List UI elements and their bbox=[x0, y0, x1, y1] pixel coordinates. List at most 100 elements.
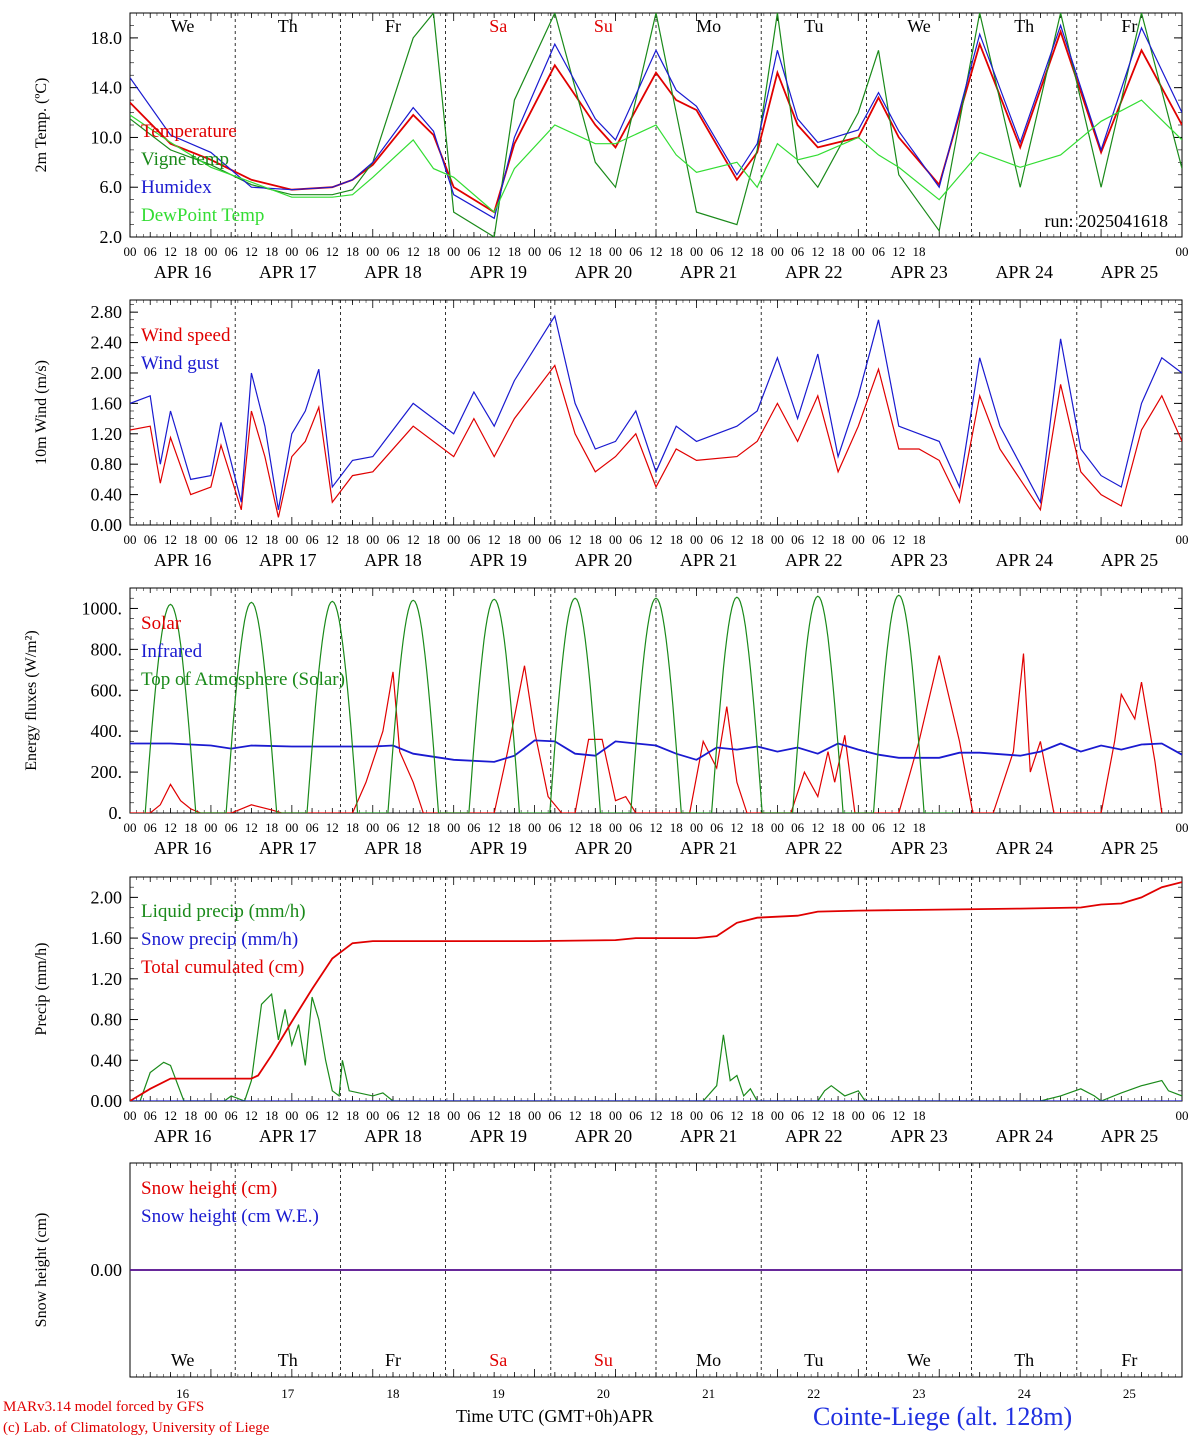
hour-tick-label: 00 bbox=[771, 1108, 784, 1123]
y-tick-label: 0.40 bbox=[91, 485, 123, 505]
hour-tick-label: 06 bbox=[791, 532, 805, 547]
hour-tick-label: 18 bbox=[913, 820, 926, 835]
day-name-bottom: Su bbox=[594, 1350, 613, 1370]
hour-tick-label: 00 bbox=[609, 1108, 622, 1123]
hour-tick-label: 12 bbox=[488, 532, 501, 547]
hour-tick-label: 12 bbox=[811, 1108, 824, 1123]
legend-entry: Wind speed bbox=[141, 325, 231, 346]
day-number: 17 bbox=[281, 1386, 295, 1401]
day-name-bottom: Fr bbox=[385, 1350, 401, 1370]
hour-tick-label: 12 bbox=[811, 820, 824, 835]
hour-tick-label: 12 bbox=[650, 244, 663, 259]
day-name-bottom: Fr bbox=[1121, 1350, 1137, 1370]
hour-tick-label: 12 bbox=[164, 244, 177, 259]
day-name-top: Tu bbox=[804, 16, 823, 36]
date-label: APR 23 bbox=[890, 550, 948, 570]
hour-tick-label: 06 bbox=[791, 244, 805, 259]
hour-tick-label: 06 bbox=[467, 820, 481, 835]
hour-tick-label: 06 bbox=[467, 244, 481, 259]
hour-tick-label: 12 bbox=[326, 244, 339, 259]
series-line-dewpoint-temp bbox=[130, 99, 1182, 214]
hour-tick-label: 18 bbox=[913, 532, 926, 547]
hour-tick-label: 00 bbox=[771, 820, 784, 835]
hour-tick-label: 12 bbox=[650, 1108, 663, 1123]
hour-tick-label: 06 bbox=[872, 1108, 886, 1123]
hour-tick-label: 18 bbox=[751, 244, 764, 259]
y-tick-label: 0.40 bbox=[91, 1050, 123, 1070]
date-label: APR 22 bbox=[785, 838, 843, 858]
hour-tick-label: 06 bbox=[225, 244, 239, 259]
hour-tick-label: 06 bbox=[872, 244, 886, 259]
hour-tick-label: 06 bbox=[548, 244, 562, 259]
hour-tick-label: 12 bbox=[569, 820, 582, 835]
y-tick-label: 10.0 bbox=[91, 127, 123, 147]
day-number: 23 bbox=[913, 1386, 926, 1401]
hour-tick-label: 06 bbox=[629, 244, 643, 259]
plot-frame bbox=[129, 587, 1183, 814]
date-label: APR 18 bbox=[364, 550, 422, 570]
y-tick-label: 1000. bbox=[82, 598, 123, 618]
hour-tick-label: 18 bbox=[832, 532, 845, 547]
day-number: 16 bbox=[176, 1386, 190, 1401]
y-tick-label: 0.00 bbox=[91, 515, 123, 535]
hour-tick-label: 12 bbox=[569, 1108, 582, 1123]
hour-tick-label: 06 bbox=[144, 244, 158, 259]
hour-tick-label: 00 bbox=[285, 532, 298, 547]
hour-tick-label: 00 bbox=[690, 1108, 703, 1123]
series-line-vigne-temp bbox=[130, 13, 1182, 237]
day-name-top: Mo bbox=[696, 16, 721, 36]
hour-tick-label: 18 bbox=[670, 244, 683, 259]
footer-model: MARv3.14 model forced by GFS bbox=[3, 1399, 205, 1415]
hour-tick-label: 00 bbox=[852, 820, 865, 835]
hour-tick-label: 18 bbox=[670, 820, 683, 835]
hour-tick-label: 18 bbox=[751, 1108, 764, 1123]
y-axis-label: Energy fluxes (W/m²) bbox=[23, 630, 40, 770]
hour-tick-label: 12 bbox=[569, 244, 582, 259]
y-tick-label: 800. bbox=[91, 639, 123, 659]
hour-tick-label: 00 bbox=[771, 244, 784, 259]
date-label: APR 20 bbox=[575, 262, 633, 282]
hour-tick-label: 18 bbox=[589, 1108, 602, 1123]
hour-tick-label: 12 bbox=[892, 820, 905, 835]
y-tick-label: 600. bbox=[91, 680, 123, 700]
date-label: APR 19 bbox=[469, 838, 527, 858]
hour-tick-label: 00 bbox=[771, 532, 784, 547]
hour-tick-label: 18 bbox=[832, 1108, 845, 1123]
date-label: APR 21 bbox=[680, 262, 738, 282]
hour-tick-label: 12 bbox=[326, 532, 339, 547]
hour-tick-label: 00 bbox=[285, 244, 298, 259]
date-label: APR 19 bbox=[469, 550, 527, 570]
hour-tick-label: 06 bbox=[306, 532, 320, 547]
hour-tick-label: 12 bbox=[245, 820, 258, 835]
hour-tick-label: 18 bbox=[427, 1108, 440, 1123]
legend-entry: Snow height (cm W.E.) bbox=[141, 1206, 319, 1227]
hour-tick-label: 18 bbox=[265, 1108, 278, 1123]
hour-tick-label: 06 bbox=[872, 532, 886, 547]
y-tick-label: 0.00 bbox=[91, 1260, 123, 1280]
day-name-bottom: We bbox=[907, 1350, 931, 1370]
hour-tick-label: 12 bbox=[164, 1108, 177, 1123]
day-number: 24 bbox=[1018, 1386, 1032, 1401]
hour-tick-label: 12 bbox=[407, 532, 420, 547]
date-label: APR 23 bbox=[890, 262, 948, 282]
hour-tick-label: 18 bbox=[346, 1108, 359, 1123]
hour-tick-label: 00 bbox=[1176, 532, 1189, 547]
hour-tick-label: 00 bbox=[124, 820, 137, 835]
day-number: 18 bbox=[387, 1386, 400, 1401]
y-tick-label: 2.00 bbox=[91, 363, 123, 383]
date-label: APR 17 bbox=[259, 262, 317, 282]
hour-tick-label: 12 bbox=[488, 1108, 501, 1123]
hour-tick-label: 12 bbox=[164, 820, 177, 835]
hour-tick-label: 06 bbox=[629, 1108, 643, 1123]
legend-entry: Snow precip (mm/h) bbox=[141, 929, 298, 950]
y-axis-label: Precip (mm/h) bbox=[33, 943, 50, 1036]
hour-tick-label: 18 bbox=[184, 820, 197, 835]
y-tick-label: 400. bbox=[91, 721, 123, 741]
legend-entry: Wind gust bbox=[141, 353, 220, 374]
series-line-solar bbox=[130, 653, 1163, 813]
series-line-total-cumulated-cm- bbox=[130, 881, 1182, 1101]
date-label: APR 18 bbox=[364, 838, 422, 858]
hour-tick-label: 06 bbox=[387, 1108, 401, 1123]
hour-tick-label: 00 bbox=[852, 1108, 865, 1123]
hour-tick-label: 06 bbox=[872, 820, 886, 835]
